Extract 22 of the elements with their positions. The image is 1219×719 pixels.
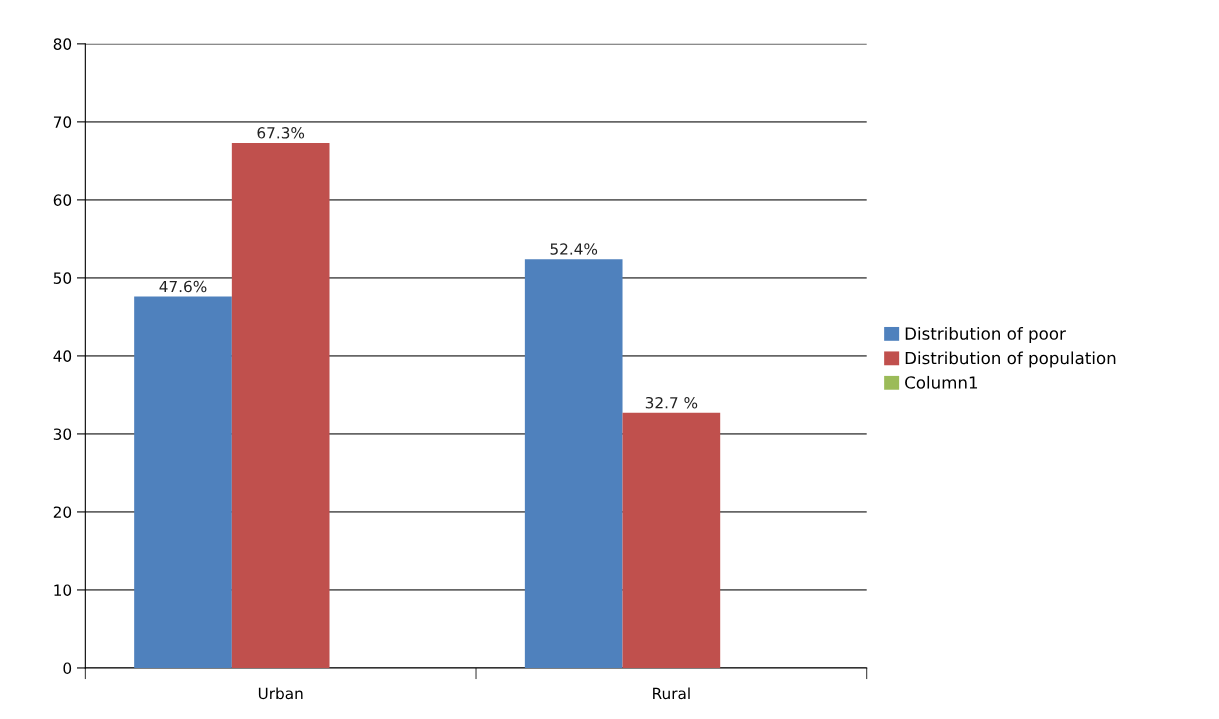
legend-label: Distribution of poor	[905, 326, 1066, 344]
bar	[231, 142, 330, 668]
data-label: 52.4%	[550, 243, 598, 255]
legend-label: Distribution of population	[905, 351, 1116, 368]
y-tick-label: 60	[53, 194, 72, 206]
y-tick-label: 40	[53, 350, 72, 362]
data-label: 32.7 %	[645, 396, 698, 409]
y-tick-label: 80	[53, 38, 72, 50]
y-tick-label: 50	[53, 272, 72, 284]
x-tick-label: Rural	[653, 687, 690, 700]
bar	[134, 296, 232, 668]
bar	[524, 259, 623, 668]
legend-label: Column1	[905, 375, 978, 389]
x-tick-label: Urban	[258, 687, 303, 700]
data-label: 47.6%	[159, 280, 207, 293]
y-tick-label: 30	[53, 428, 72, 440]
y-tick-label: 20	[53, 506, 72, 518]
bar	[622, 412, 721, 668]
data-label: 67.3%	[257, 127, 305, 139]
y-tick-label: 10	[54, 584, 72, 596]
y-tick-label: 0	[63, 662, 72, 674]
y-tick-label: 70	[53, 116, 72, 128]
